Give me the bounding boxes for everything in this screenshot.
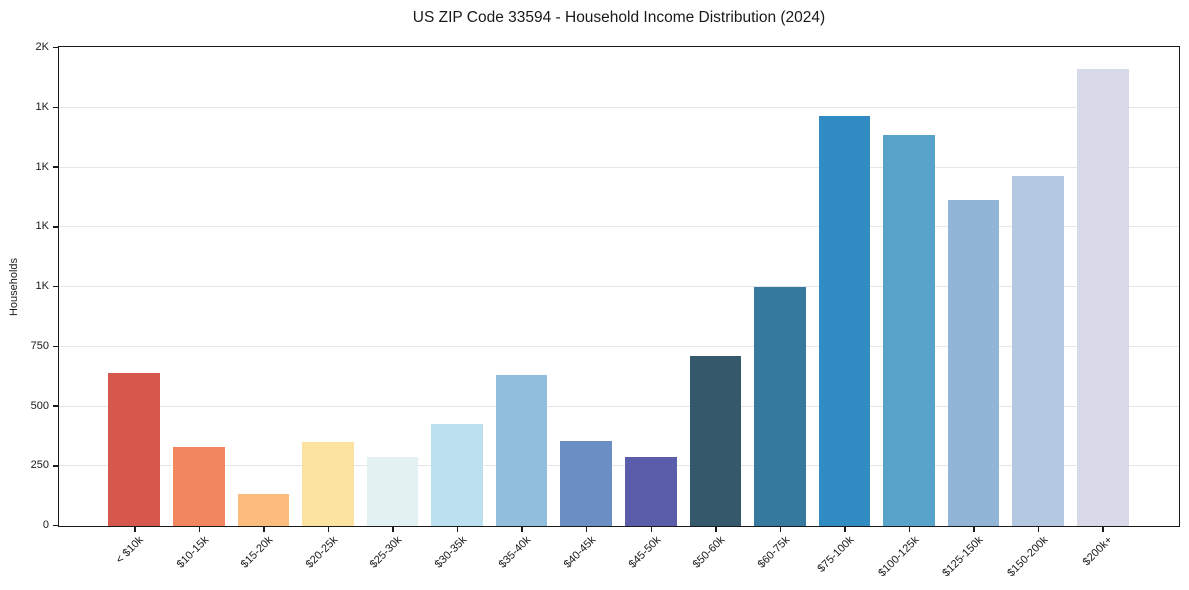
x-tick-label-text-200k: $200k+ [1080,534,1115,569]
x-tick-mark-125-150k [973,527,975,532]
bar-30-35k [431,424,483,526]
gridline-1k [59,166,1179,168]
y-tick-label-250: 250 [30,459,49,472]
y-tick-mark-1000 [53,285,58,288]
bar-200k [1076,69,1129,526]
bar-150-200k [1012,176,1064,526]
x-tick-label-text-60-75k: $60-75k [755,534,792,571]
x-tick-label-text-45-50k: $45-50k [626,534,663,571]
x-tick-mark-10-15k [198,527,201,532]
x-tick-mark-30-35k [456,527,459,532]
plot-area [58,46,1180,527]
gridline-1k [59,226,1179,228]
x-tick-label-text-125-150k: $125-150k [940,534,986,580]
gridline-250 [59,465,1179,467]
gridline-1k [59,286,1179,287]
bar-10k [108,373,161,526]
bar-50-60k [689,355,742,526]
y-tick-label-1750: 1K [35,100,49,113]
x-tick-mark-200k [1102,527,1104,532]
x-tick-mark-10k [134,527,136,532]
y-tick-label-500: 500 [30,399,49,412]
x-tick-mark-100-125k [908,527,911,532]
gridline-500 [59,405,1179,407]
x-tick-mark-60-75k [779,527,782,532]
bar-125-150k [947,200,1000,526]
y-tick-mark-2000 [53,46,58,49]
x-tick-label-text-30-35k: $30-35k [432,534,470,571]
bar-40-45k [560,440,613,526]
x-tick-label-text-25-30k: $25-30k [367,534,405,571]
x-tick-label-text-40-45k: $40-45k [561,534,599,571]
y-tick-label-0: 0 [42,519,49,531]
y-tick-mark-500 [53,405,58,407]
chart-title: US ZIP Code 33594 - Household Income Dis… [412,9,826,26]
bar-25-30k [366,456,419,526]
bar-35-40k [495,374,548,526]
gridline-750 [59,345,1179,347]
gridline-1k [59,106,1179,108]
y-tick-label-750: 750 [30,339,49,352]
x-tick-label-text-75-100k: $75-100k [815,534,857,575]
y-tick-label-2000: 2K [35,41,49,53]
x-tick-label-text-100-125k: $100-125k [875,534,922,580]
x-tick-mark-50-60k [715,527,717,532]
y-tick-label-1250: 1K [35,220,49,233]
x-tick-mark-20-25k [327,527,330,532]
y-tick-mark-0 [53,524,58,527]
y-tick-mark-250 [53,465,58,467]
bar-75-100k [818,115,871,526]
x-tick-mark-40-45k [585,527,588,532]
bar-15-20k [237,493,290,526]
x-tick-label-text-35-40k: $35-40k [497,534,534,571]
x-tick-label-text-15-20k: $15-20k [238,534,276,571]
x-tick-mark-15-20k [263,527,265,532]
y-tick-mark-1750 [53,106,58,108]
x-tick-mark-150-200k [1037,527,1040,532]
x-tick-label-text-10-15k: $10-15k [174,534,211,571]
bar-60-75k [754,287,806,526]
y-tick-mark-1500 [53,166,58,168]
x-tick-mark-75-100k [844,527,846,532]
x-tick-mark-25-30k [392,527,394,532]
x-tick-label-text-10k: < $10k [114,534,147,567]
bar-10-15k [173,447,225,526]
x-tick-mark-45-50k [650,527,653,532]
x-tick-label-text-20-25k: $20-25k [303,534,340,571]
y-tick-label-1000: 1K [35,280,49,292]
bar-100-125k [883,134,935,526]
x-tick-label-text-150-200k: $150-200k [1004,534,1051,580]
y-tick-label-1500: 1K [35,160,49,173]
bar-45-50k [624,456,677,526]
y-tick-mark-750 [53,345,58,347]
x-tick-mark-35-40k [521,527,523,532]
x-tick-label-text-50-60k: $50-60k [690,534,728,571]
y-tick-mark-1250 [53,226,58,228]
bar-20-25k [302,441,354,526]
